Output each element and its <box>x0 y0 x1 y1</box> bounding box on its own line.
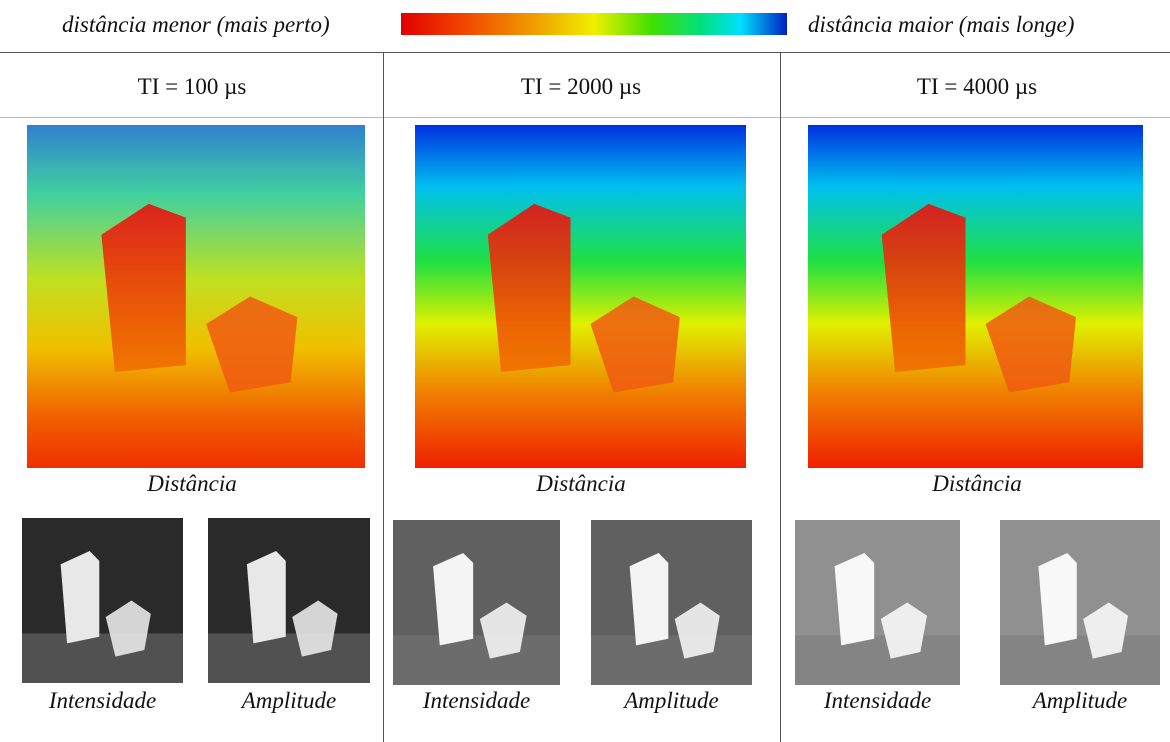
grayscale-image <box>393 520 560 685</box>
image-caption: Amplitude <box>242 688 337 714</box>
rule <box>0 117 1170 118</box>
grayscale-image <box>22 518 183 683</box>
divider <box>780 52 781 742</box>
distance-image <box>415 125 746 468</box>
image-caption: Amplitude <box>1033 688 1128 714</box>
column-header: TI = 4000 µs <box>917 74 1037 100</box>
legend-near: distância menor (mais perto) <box>62 12 330 38</box>
divider <box>383 52 384 742</box>
color-bar <box>401 13 787 35</box>
distance-image <box>27 125 365 468</box>
legend-far: distância maior (mais longe) <box>808 12 1074 38</box>
grayscale-image <box>1000 520 1160 685</box>
grayscale-image <box>208 518 370 683</box>
image-caption: Intensidade <box>423 688 530 714</box>
image-caption: Intensidade <box>824 688 931 714</box>
grayscale-image <box>591 520 752 685</box>
column-header: TI = 2000 µs <box>521 74 641 100</box>
image-caption: Distância <box>147 471 236 497</box>
column-header: TI = 100 µs <box>138 74 247 100</box>
grayscale-image <box>795 520 960 685</box>
figure: distância menor (mais perto) distância m… <box>0 0 1170 742</box>
rule <box>0 52 1170 53</box>
image-caption: Amplitude <box>624 688 719 714</box>
image-caption: Distância <box>932 471 1021 497</box>
image-caption: Distância <box>536 471 625 497</box>
image-caption: Intensidade <box>49 688 156 714</box>
distance-image <box>808 125 1143 468</box>
